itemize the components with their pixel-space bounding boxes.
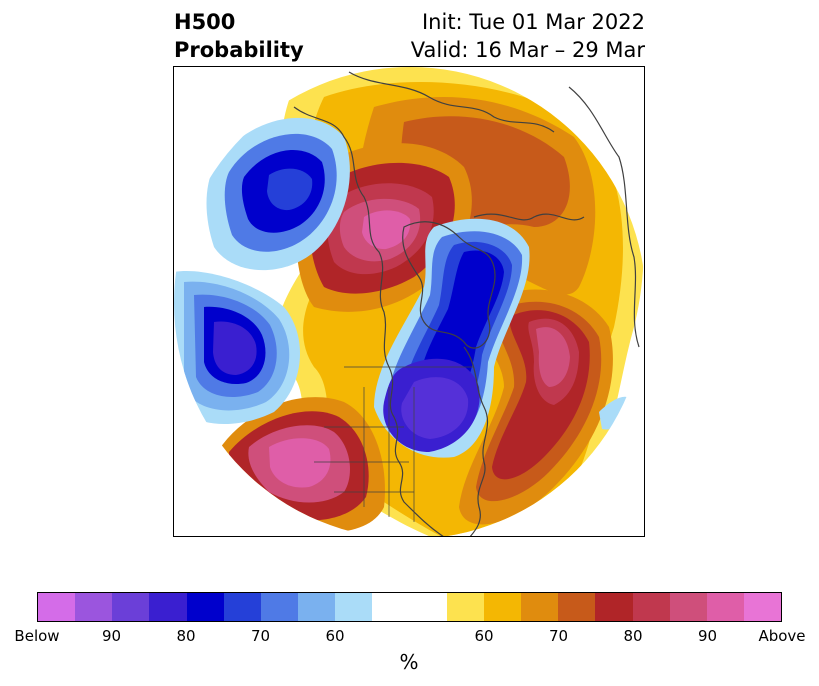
colorbar-cell	[260, 593, 299, 621]
colorbar-cell	[632, 593, 670, 621]
colorbar-cell	[298, 593, 336, 621]
colorbar-tick-label: Above	[758, 627, 806, 645]
colorbar	[37, 592, 782, 622]
state-borders-vertical	[363, 387, 415, 522]
above-core-region-west	[362, 210, 411, 250]
colorbar-cell	[595, 593, 633, 621]
arctic-coastline	[348, 71, 555, 133]
colorbar-cell	[186, 593, 224, 621]
colorbar-cell	[112, 593, 150, 621]
colorbar-cell	[38, 593, 76, 621]
colorbar-cell	[743, 593, 782, 621]
title-line-2: Probability	[174, 38, 304, 62]
below-inner-core-region-arctic	[401, 377, 469, 439]
colorbar-tick-label: 80	[176, 627, 196, 645]
chart-title: H500 Probability	[174, 8, 304, 64]
title-line-1: H500	[174, 10, 236, 34]
colorbar-unit-label: %	[399, 650, 419, 674]
colorbar-cell	[149, 593, 187, 621]
colorbar-cell	[446, 593, 484, 621]
colorbar-cell	[483, 593, 522, 621]
above-core-region-west-us	[269, 438, 331, 488]
west-coastline	[293, 106, 444, 536]
valid-range: Valid: 16 Mar – 29 Mar	[410, 38, 645, 62]
colorbar-cell	[409, 593, 447, 621]
greenland-coastline	[473, 213, 585, 221]
colorbar-cell	[669, 593, 707, 621]
probability-map	[173, 66, 645, 537]
colorbar-tick-label: Below	[14, 627, 60, 645]
colorbar-cell	[75, 593, 113, 621]
colorbar-tick-label: 60	[325, 627, 345, 645]
colorbar-cell	[372, 593, 410, 621]
colorbar-tick-label: 60	[474, 627, 494, 645]
above-core-region-atlantic	[536, 327, 570, 387]
political-borders	[314, 366, 474, 522]
colorbar-tick-label: 80	[623, 627, 643, 645]
colorbar-tick-label: 70	[250, 627, 271, 645]
map-svg	[174, 67, 644, 536]
colorbar-cell	[706, 593, 744, 621]
colorbar-cell	[335, 593, 373, 621]
colorbar-cell	[521, 593, 559, 621]
below-core-region-pacific	[267, 168, 313, 211]
colorbar-tick-label: 70	[548, 627, 569, 645]
coastlines	[293, 71, 640, 536]
colorbar-tick-label: 90	[697, 627, 718, 645]
east-coastline	[463, 346, 489, 536]
below-core-region-east-pacific	[213, 321, 257, 375]
probability-field	[174, 67, 644, 536]
hudson-bay-coastline	[402, 221, 496, 349]
colorbar-tick-label: 90	[101, 627, 122, 645]
eurasia-coastline	[568, 86, 640, 348]
date-info: Init: Tue 01 Mar 2022 Valid: 16 Mar – 29…	[411, 8, 645, 64]
colorbar-cell	[223, 593, 261, 621]
init-date: Init: Tue 01 Mar 2022	[421, 10, 645, 34]
colorbar-cell	[558, 593, 596, 621]
